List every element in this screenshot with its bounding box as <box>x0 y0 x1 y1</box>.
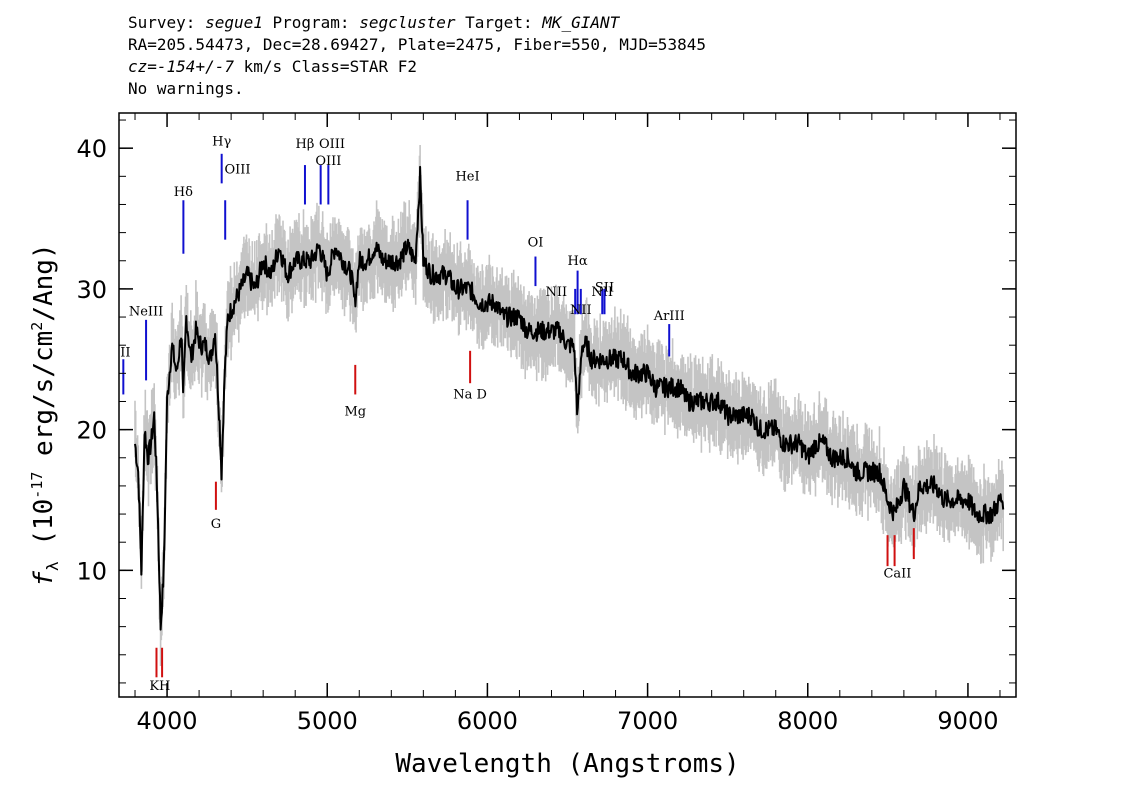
axis-ticks: 4000 5000 6000 7000 8000 9000 10 20 30 40 <box>76 113 1016 735</box>
spectrum-header: Survey: segue1 Program: segcluster Targe… <box>128 12 706 100</box>
y-axis-exp: -17 <box>28 472 46 499</box>
absorption-line-label: Mg <box>344 405 366 420</box>
emission-line-label: NII <box>591 285 613 300</box>
cz-value: -154+/-7 <box>156 57 234 76</box>
absorption-line-label: Na D <box>453 388 487 403</box>
emission-line-label: HeI <box>455 170 479 185</box>
emission-line-label: Hγ <box>212 134 231 149</box>
emission-line-label: Hβ <box>296 137 315 152</box>
x-tick-label: 7000 <box>617 707 678 735</box>
absorption-line-label: G <box>211 517 221 532</box>
y-axis-exp2: 2 <box>28 322 46 331</box>
x-tick-label: 8000 <box>777 707 838 735</box>
emission-line-label: OIII <box>315 154 341 169</box>
emission-line-label: NII <box>545 285 567 300</box>
header-warnings-line: No warnings. <box>128 79 244 98</box>
target-value: MK_GIANT <box>542 13 620 32</box>
emission-line-label: SII <box>595 281 614 296</box>
noise-band <box>134 145 1004 666</box>
cz-units-class: km/s Class=STAR F2 <box>233 57 417 76</box>
flux-series <box>134 165 1005 631</box>
noise-band-path <box>134 145 1004 666</box>
emission-line-label: OIII <box>224 163 250 178</box>
emission-line-label: NeIII <box>129 305 163 320</box>
emission-line-label: NII <box>570 303 592 318</box>
plot-frame <box>118 112 1017 698</box>
header-coords-line: RA=205.54473, Dec=28.69427, Plate=2475, … <box>128 35 706 54</box>
emission-line-label: II <box>120 345 130 360</box>
header-survey-line: Survey: segue1 Program: segcluster Targe… <box>128 12 706 34</box>
absorption-line-label: CaII <box>883 566 911 581</box>
x-tick-label: 4000 <box>137 707 198 735</box>
emission-line-label: OIII <box>319 137 345 152</box>
emission-line-label: Hα <box>568 254 588 269</box>
absorption-line-label: KH <box>149 679 170 694</box>
y-axis-lambda: λ <box>43 561 62 571</box>
header-cz-line: cz=-154+/-7 km/s Class=STAR F2 <box>128 56 706 78</box>
y-axis-units: erg/s/cm <box>29 331 59 472</box>
y-tick-label: 20 <box>76 417 107 445</box>
x-tick-label: 5000 <box>297 707 358 735</box>
y-tick-label: 40 <box>76 135 107 163</box>
cz-label: cz= <box>128 57 157 76</box>
x-axis-title: Wavelength (Angstroms) <box>395 749 739 779</box>
y-axis-units-end: /Ang) <box>29 243 59 321</box>
emission-line-label: Hδ <box>174 185 193 200</box>
emission-line-label: OI <box>528 236 544 251</box>
survey-label: Survey: <box>128 13 206 32</box>
program-value: segcluster <box>359 13 456 32</box>
y-axis-title-main: (10 <box>29 499 59 562</box>
emission-line-label: ArIII <box>653 309 685 324</box>
y-tick-label: 10 <box>76 557 107 585</box>
x-tick-label: 6000 <box>457 707 518 735</box>
flux-line <box>134 165 1005 631</box>
y-tick-label: 30 <box>76 276 107 304</box>
survey-value: segue1 <box>205 13 263 32</box>
program-label: Program: <box>262 13 360 32</box>
y-axis-f: f <box>29 571 59 587</box>
y-axis-title: fλ (10-17 erg/s/cm2/Ang) <box>28 243 62 586</box>
target-label: Target: <box>455 13 543 32</box>
x-tick-label: 9000 <box>937 707 998 735</box>
